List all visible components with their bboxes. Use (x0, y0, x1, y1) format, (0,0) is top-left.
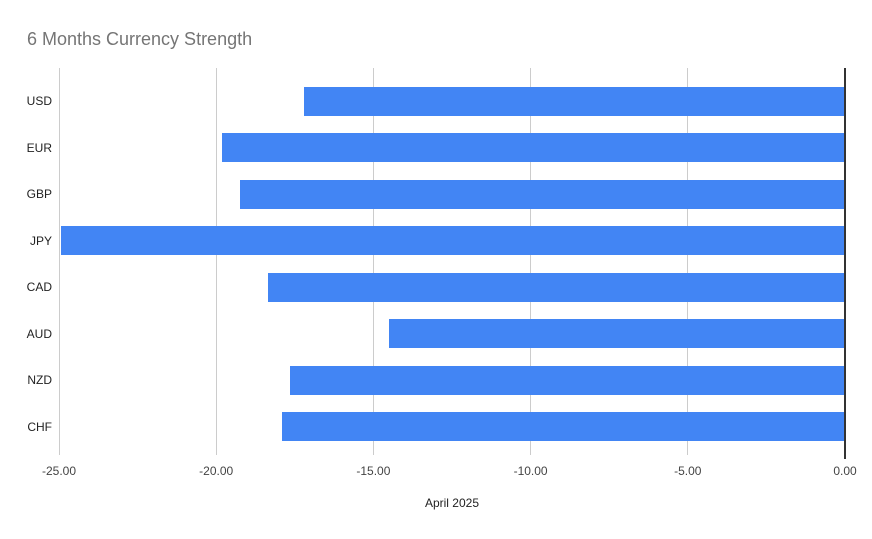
x-tick-label: -10.00 (513, 464, 548, 478)
bar-gbp[interactable] (239, 179, 845, 209)
x-tick-label: 0.00 (833, 464, 857, 478)
gridline (372, 68, 374, 455)
x-tick-label: -25.00 (41, 464, 77, 478)
category-label-jpy: JPY (29, 233, 52, 248)
x-tick-label: -15.00 (356, 464, 391, 478)
x-tick-label: -20.00 (199, 464, 234, 478)
gridline (687, 68, 689, 455)
category-label-chf: CHF (27, 419, 52, 434)
bar-cad[interactable] (268, 272, 845, 302)
category-label-eur: EUR (26, 140, 52, 155)
category-label-cad: CAD (26, 280, 52, 295)
bar-usd[interactable] (304, 86, 845, 116)
category-label-aud: AUD (26, 326, 52, 341)
bar-jpy[interactable] (60, 226, 845, 256)
gridline (215, 68, 217, 455)
category-label-nzd: NZD (27, 373, 52, 388)
bar-nzd[interactable] (290, 365, 845, 395)
category-label-usd: USD (26, 94, 52, 108)
x-axis-title: April 2025 (424, 496, 480, 510)
gridline (530, 68, 532, 455)
zero-baseline (843, 68, 846, 459)
x-tick-label: -5.00 (674, 464, 702, 478)
category-label-gbp: GBP (26, 187, 52, 202)
plot-area: -25.00 -20.00 -15.00 -10.00 -5.00 0.00 USD EUR G… (27, 68, 857, 478)
bar-chf[interactable] (282, 412, 845, 442)
bar-eur[interactable] (222, 133, 845, 163)
chart-title: 6 Months Currency Strength (27, 29, 253, 49)
bar-aud[interactable] (389, 319, 845, 349)
gridline (58, 68, 60, 455)
